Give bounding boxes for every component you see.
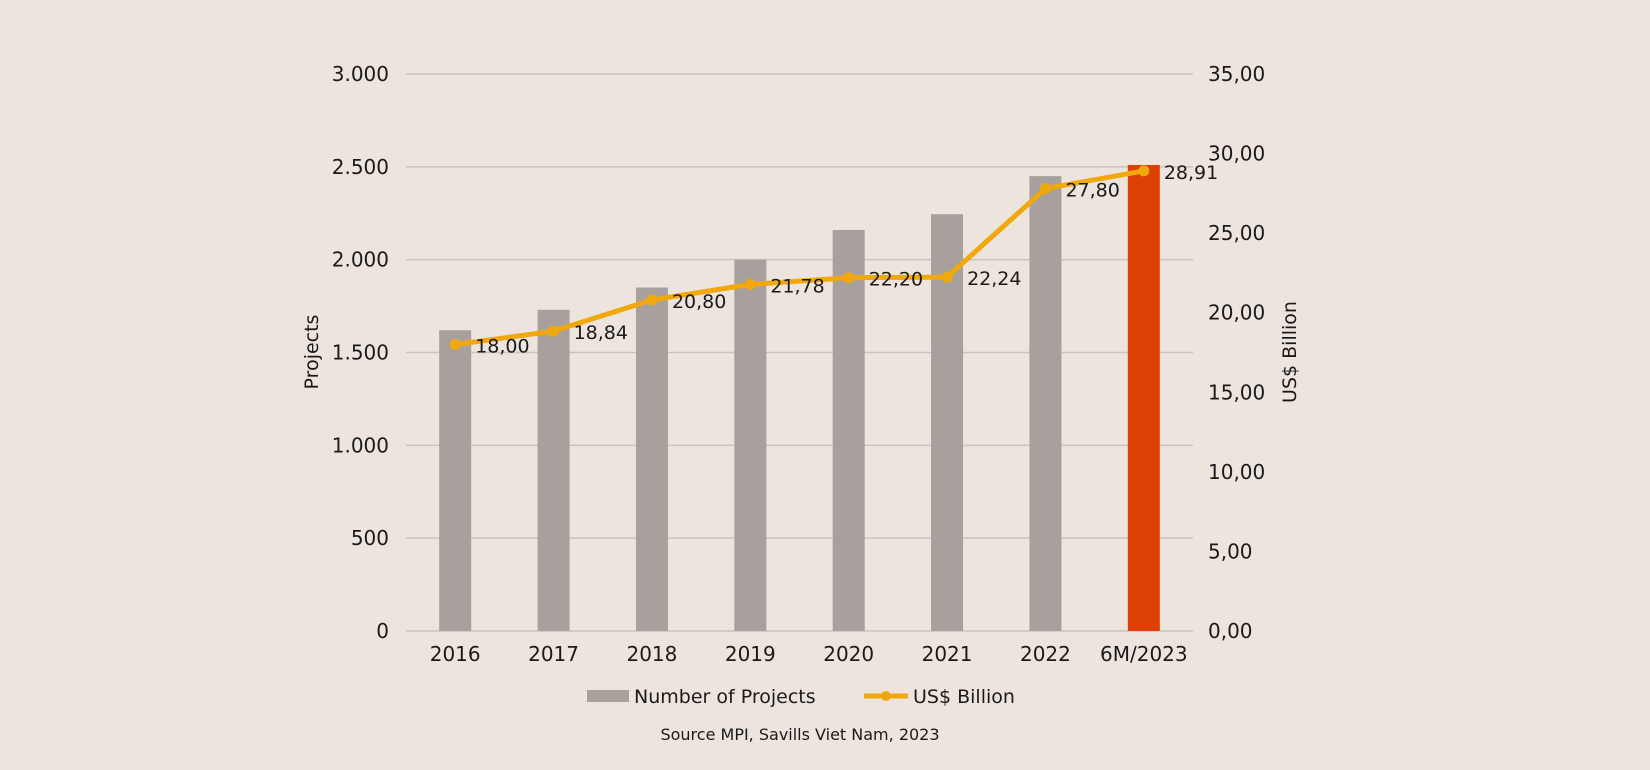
legend-line-marker <box>881 691 891 701</box>
line-point <box>1039 183 1051 195</box>
legend: Number of Projects US$ Billion <box>587 686 1015 708</box>
line-path <box>452 168 1147 348</box>
data-label: 22,20 <box>869 269 923 291</box>
bar <box>537 309 570 631</box>
right-axis-title: US$ Billion <box>1279 301 1301 403</box>
right-tick-label: 15,00 <box>1208 380 1265 404</box>
line-series <box>449 165 1150 351</box>
left-tick-label: 2.000 <box>332 248 389 272</box>
gridlines <box>406 73 1193 632</box>
data-label: 27,80 <box>1065 180 1119 202</box>
data-labels: 18,00 18,84 20,80 21,78 22,20 22,24 27,80 28,91 <box>475 162 1218 358</box>
right-tick-label: 10,00 <box>1208 460 1265 484</box>
bar <box>635 287 668 631</box>
x-tick-label: 2020 <box>823 642 874 666</box>
left-tick-label: 0 <box>376 619 389 643</box>
bar <box>1127 164 1160 631</box>
line-point <box>843 272 855 284</box>
bar-series <box>439 164 1160 631</box>
x-tick-label: 2019 <box>725 642 776 666</box>
axes: 0 500 1.000 1.500 2.000 2.500 3.000 0,00 5,00 10,… <box>332 62 1266 666</box>
line-point <box>548 325 560 337</box>
x-tick-label: 2018 <box>626 642 677 666</box>
x-tick-label: 2017 <box>528 642 579 666</box>
x-tick-label: 2016 <box>430 642 481 666</box>
legend-bar-label: Number of Projects <box>634 686 816 708</box>
x-tick-label: 2021 <box>922 642 973 666</box>
line-point <box>449 339 461 351</box>
left-tick-label: 1.000 <box>332 433 389 457</box>
right-tick-label: 30,00 <box>1208 142 1265 166</box>
left-tick-label: 500 <box>351 526 389 550</box>
bar <box>931 214 964 631</box>
line-point <box>744 278 756 290</box>
right-tick-label: 5,00 <box>1208 539 1253 563</box>
data-label: 18,84 <box>574 322 628 344</box>
data-label: 21,78 <box>770 275 824 297</box>
x-tick-label: 6M/2023 <box>1100 642 1188 666</box>
line-point <box>1138 165 1150 177</box>
right-tick-label: 0,00 <box>1208 619 1253 643</box>
data-label: 18,00 <box>475 336 529 358</box>
bar <box>734 259 767 631</box>
legend-bar-swatch <box>587 690 629 702</box>
bar <box>1029 176 1062 631</box>
right-tick-label: 35,00 <box>1208 62 1265 86</box>
line-point <box>941 271 953 283</box>
data-label: 22,24 <box>967 268 1021 290</box>
legend-line-label: US$ Billion <box>913 686 1015 708</box>
left-axis-title: Projects <box>301 315 323 390</box>
right-tick-label: 25,00 <box>1208 221 1265 245</box>
x-tick-label: 2022 <box>1020 642 1071 666</box>
data-label: 20,80 <box>672 291 726 313</box>
left-tick-label: 3.000 <box>332 62 389 86</box>
left-tick-label: 1.500 <box>332 341 389 365</box>
bar <box>439 330 472 631</box>
data-label: 28,91 <box>1164 162 1218 184</box>
line-point <box>646 294 658 306</box>
left-tick-label: 2.500 <box>332 155 389 179</box>
right-tick-label: 20,00 <box>1208 301 1265 325</box>
source-note: Source MPI, Savills Viet Nam, 2023 <box>660 725 939 744</box>
bar <box>832 229 865 631</box>
